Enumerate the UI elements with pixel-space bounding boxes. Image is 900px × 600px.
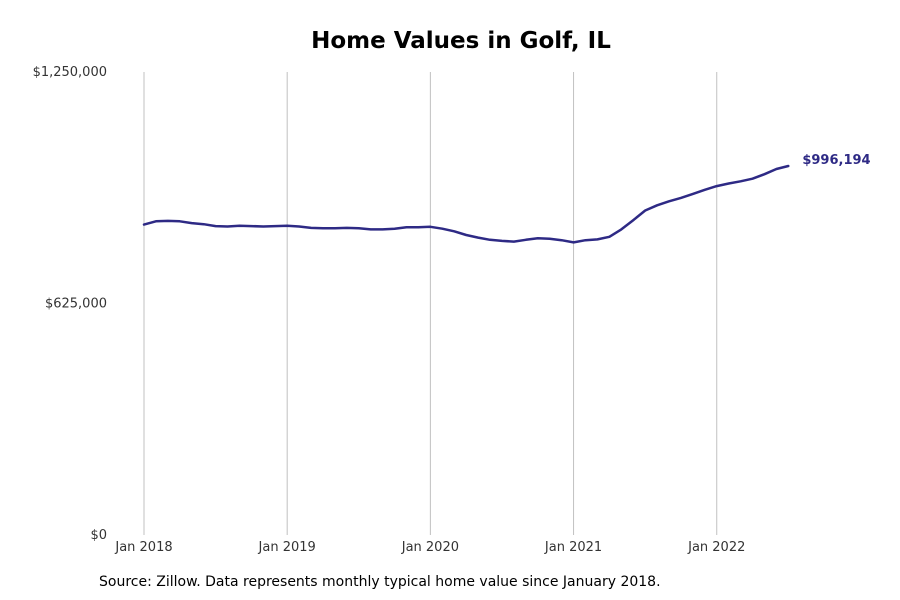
y-tick-label: $1,250,000 [33, 65, 107, 80]
gridlines [143, 72, 718, 535]
x-tick-label: Jan 2020 [401, 540, 459, 555]
x-tick-label: Jan 2021 [544, 540, 602, 555]
x-axis-ticks: Jan 2018 Jan 2019 Jan 2020 Jan 2021 Jan 2022 [114, 540, 745, 555]
chart-title: Home Values in Golf, IL [311, 28, 611, 54]
source-note: Source: Zillow. Data represents monthly … [99, 574, 661, 590]
end-value-label: $996,194 [802, 153, 870, 168]
y-tick-label: $0 [90, 528, 107, 543]
y-tick-label: $625,000 [45, 297, 107, 312]
series-line [142, 164, 790, 244]
series-layer: $996,194 [142, 153, 871, 244]
x-tick-label: Jan 2018 [114, 540, 172, 555]
x-tick-label: Jan 2019 [258, 540, 316, 555]
y-axis-ticks: $0 $625,000 $1,250,000 [33, 65, 107, 543]
x-tick-label: Jan 2022 [687, 540, 745, 555]
